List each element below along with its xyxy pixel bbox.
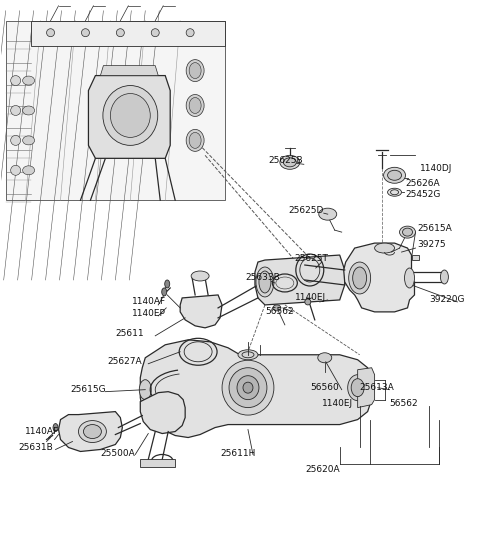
Text: 25611: 25611 bbox=[115, 329, 144, 339]
Ellipse shape bbox=[165, 280, 170, 288]
Text: 1140EJ: 1140EJ bbox=[295, 293, 326, 302]
Ellipse shape bbox=[186, 130, 204, 152]
Ellipse shape bbox=[53, 423, 58, 432]
Ellipse shape bbox=[399, 226, 416, 238]
Text: 1140AF: 1140AF bbox=[24, 427, 59, 436]
Text: 25633B: 25633B bbox=[245, 274, 280, 282]
Polygon shape bbox=[411, 255, 420, 260]
Ellipse shape bbox=[351, 379, 364, 397]
Ellipse shape bbox=[273, 305, 281, 311]
Circle shape bbox=[47, 28, 55, 37]
Polygon shape bbox=[88, 75, 170, 158]
Ellipse shape bbox=[110, 94, 150, 137]
Ellipse shape bbox=[403, 228, 412, 236]
Text: 56562: 56562 bbox=[265, 307, 294, 316]
Ellipse shape bbox=[348, 262, 371, 294]
Ellipse shape bbox=[103, 85, 158, 146]
Text: 25625D: 25625D bbox=[288, 206, 323, 214]
Text: 25625B: 25625B bbox=[268, 156, 302, 165]
Text: 1140EJ: 1140EJ bbox=[322, 399, 353, 408]
Ellipse shape bbox=[191, 271, 209, 281]
Ellipse shape bbox=[229, 368, 267, 408]
Ellipse shape bbox=[259, 271, 271, 293]
Circle shape bbox=[11, 75, 21, 85]
Circle shape bbox=[82, 28, 89, 37]
Ellipse shape bbox=[405, 268, 415, 288]
Polygon shape bbox=[6, 21, 225, 200]
Circle shape bbox=[116, 28, 124, 37]
Text: 25620A: 25620A bbox=[306, 465, 340, 474]
Ellipse shape bbox=[186, 60, 204, 82]
Ellipse shape bbox=[348, 375, 368, 400]
Text: 39275: 39275 bbox=[418, 240, 446, 248]
Polygon shape bbox=[255, 255, 345, 305]
Circle shape bbox=[11, 165, 21, 175]
Ellipse shape bbox=[256, 267, 274, 297]
Polygon shape bbox=[31, 21, 225, 45]
Text: 56562: 56562 bbox=[390, 399, 418, 408]
Ellipse shape bbox=[238, 350, 258, 360]
Ellipse shape bbox=[243, 382, 253, 393]
Ellipse shape bbox=[319, 208, 336, 220]
Ellipse shape bbox=[84, 424, 101, 439]
Ellipse shape bbox=[353, 267, 367, 289]
Text: 25611H: 25611H bbox=[220, 449, 255, 458]
Text: 1140AF: 1140AF bbox=[132, 298, 167, 306]
Text: 56560: 56560 bbox=[310, 383, 338, 392]
Polygon shape bbox=[358, 368, 374, 408]
Text: 25627A: 25627A bbox=[108, 357, 142, 366]
Ellipse shape bbox=[441, 270, 448, 284]
Polygon shape bbox=[140, 392, 185, 434]
Ellipse shape bbox=[280, 155, 300, 170]
Circle shape bbox=[11, 106, 21, 115]
Text: 25631B: 25631B bbox=[19, 443, 53, 452]
Text: 25625T: 25625T bbox=[295, 254, 329, 263]
Circle shape bbox=[151, 28, 159, 37]
Text: 25615G: 25615G bbox=[71, 385, 106, 394]
Ellipse shape bbox=[387, 188, 402, 196]
Ellipse shape bbox=[189, 97, 201, 113]
Ellipse shape bbox=[23, 166, 35, 175]
Ellipse shape bbox=[186, 95, 204, 117]
Ellipse shape bbox=[139, 380, 151, 400]
Text: 1140EP: 1140EP bbox=[132, 310, 166, 318]
Polygon shape bbox=[100, 66, 158, 75]
Ellipse shape bbox=[305, 299, 311, 305]
Ellipse shape bbox=[318, 353, 332, 363]
Ellipse shape bbox=[23, 76, 35, 85]
Text: 39220G: 39220G bbox=[430, 295, 465, 305]
Ellipse shape bbox=[283, 158, 296, 167]
Text: 25626A: 25626A bbox=[406, 179, 440, 188]
Ellipse shape bbox=[222, 360, 274, 415]
Circle shape bbox=[11, 136, 21, 146]
Polygon shape bbox=[140, 459, 175, 468]
Ellipse shape bbox=[23, 136, 35, 145]
Polygon shape bbox=[140, 340, 372, 438]
Text: 1140DJ: 1140DJ bbox=[420, 164, 452, 173]
Ellipse shape bbox=[189, 132, 201, 148]
Text: 25500A: 25500A bbox=[100, 449, 135, 458]
Text: 25613A: 25613A bbox=[360, 383, 395, 392]
Text: 25452G: 25452G bbox=[406, 190, 441, 199]
Polygon shape bbox=[180, 295, 222, 328]
Ellipse shape bbox=[78, 421, 107, 443]
Ellipse shape bbox=[387, 170, 402, 181]
Circle shape bbox=[186, 28, 194, 37]
Text: 25615A: 25615A bbox=[418, 224, 452, 232]
Ellipse shape bbox=[384, 167, 406, 183]
Ellipse shape bbox=[189, 62, 201, 79]
Ellipse shape bbox=[162, 288, 167, 296]
Polygon shape bbox=[59, 411, 122, 451]
Ellipse shape bbox=[237, 376, 259, 400]
Ellipse shape bbox=[374, 243, 395, 253]
Polygon shape bbox=[344, 243, 415, 312]
Ellipse shape bbox=[23, 106, 35, 115]
